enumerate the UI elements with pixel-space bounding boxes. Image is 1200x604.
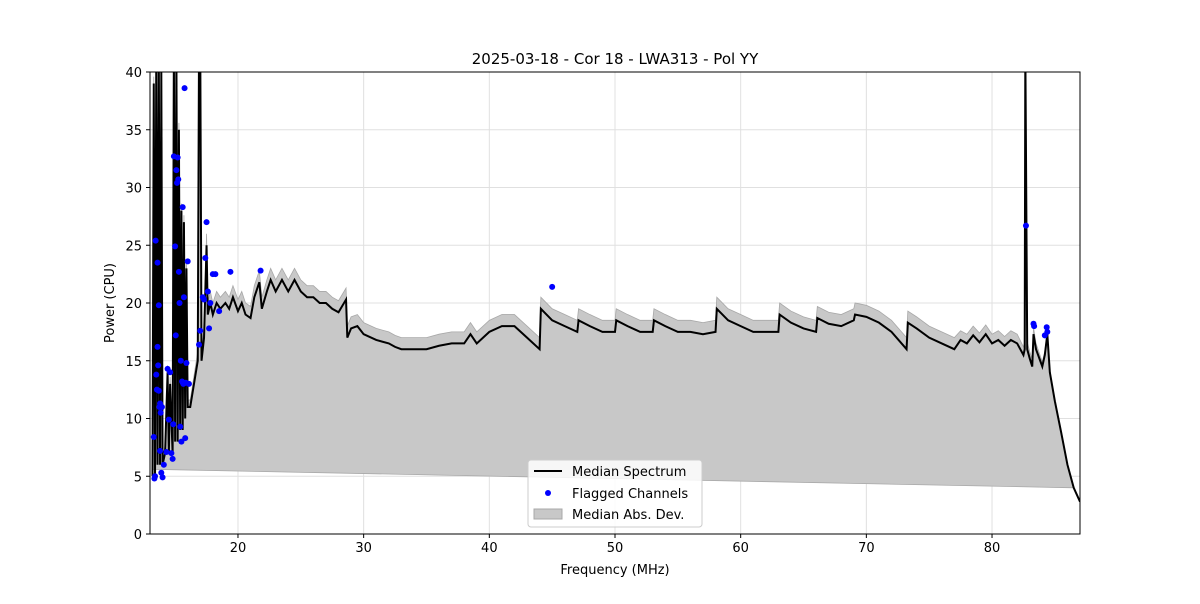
x-tick-label: 70 xyxy=(858,541,875,556)
flagged-point xyxy=(165,416,172,423)
flagged-point xyxy=(155,302,162,309)
y-axis-label: Power (CPU) xyxy=(103,263,118,343)
flagged-point xyxy=(163,448,170,455)
x-tick-label: 60 xyxy=(732,541,749,556)
flagged-point xyxy=(175,268,182,275)
flagged-points xyxy=(150,85,1051,482)
y-tick-label: 20 xyxy=(125,297,142,312)
flagged-point xyxy=(173,167,180,174)
flagged-point xyxy=(181,85,188,92)
flagged-point xyxy=(207,300,214,306)
legend-median: Median Spectrum xyxy=(572,465,686,480)
flagged-point xyxy=(1043,324,1050,331)
y-tick-label: 30 xyxy=(125,182,142,197)
flagged-point xyxy=(152,473,159,480)
flagged-point xyxy=(150,433,157,440)
y-tick-label: 15 xyxy=(125,355,142,370)
flagged-point xyxy=(172,332,179,339)
flagged-point xyxy=(183,360,190,367)
y-tick-label: 40 xyxy=(125,66,142,81)
flagged-point xyxy=(1044,328,1051,335)
x-tick-label: 40 xyxy=(481,541,498,556)
flagged-point xyxy=(159,474,166,481)
flagged-point xyxy=(152,237,159,244)
flagged-point xyxy=(257,267,264,274)
flagged-point xyxy=(197,327,204,334)
legend-dot-swatch xyxy=(545,490,551,496)
flagged-point xyxy=(185,380,192,387)
flagged-point xyxy=(155,387,162,394)
y-tick-label: 10 xyxy=(125,413,142,428)
flagged-point xyxy=(169,455,176,462)
legend-mad: Median Abs. Dev. xyxy=(572,508,684,523)
x-tick-label: 20 xyxy=(230,541,247,556)
flagged-point xyxy=(227,268,234,275)
flagged-point xyxy=(158,469,165,476)
axis-ticks: 20 30 40 50 60 70 80 0 5 10 15 20 25 30 35 40 xyxy=(125,66,1000,556)
flagged-point xyxy=(202,254,209,261)
flagged-point xyxy=(212,271,219,278)
flagged-point xyxy=(172,243,179,250)
flagged-point xyxy=(204,288,211,295)
y-tick-label: 5 xyxy=(134,470,142,485)
x-tick-label: 80 xyxy=(984,541,1001,556)
legend-box xyxy=(527,459,703,528)
flagged-point xyxy=(167,369,174,376)
flagged-point xyxy=(153,371,160,378)
flagged-point xyxy=(157,447,164,454)
flagged-point xyxy=(201,296,208,303)
chart-title: 2025-03-18 - Cor 18 - LWA313 - Pol YY xyxy=(472,50,759,68)
x-tick-label: 30 xyxy=(355,541,372,556)
flagged-point xyxy=(154,343,161,350)
flagged-point xyxy=(158,403,165,410)
flagged-point xyxy=(155,362,162,369)
flagged-point xyxy=(177,357,184,364)
flagged-point xyxy=(1031,323,1038,330)
y-tick-label: 35 xyxy=(125,124,142,139)
flagged-point xyxy=(184,258,191,265)
flagged-point xyxy=(177,423,184,430)
legend: Median Spectrum Flagged Channels Median … xyxy=(527,459,703,528)
flagged-point xyxy=(216,308,223,315)
flagged-point xyxy=(157,409,164,416)
flagged-point xyxy=(178,438,185,445)
mad-band xyxy=(152,72,1075,489)
flagged-point xyxy=(549,283,556,290)
flagged-point xyxy=(1022,222,1029,229)
flagged-point xyxy=(179,204,186,211)
flagged-point xyxy=(154,259,161,266)
flagged-point xyxy=(203,219,210,226)
x-tick-label: 50 xyxy=(607,541,624,556)
flagged-point xyxy=(174,154,181,161)
flagged-point xyxy=(206,325,213,332)
legend-flagged: Flagged Channels xyxy=(572,487,688,502)
x-axis-label: Frequency (MHz) xyxy=(560,563,669,578)
flagged-point xyxy=(170,421,177,428)
y-tick-label: 0 xyxy=(134,528,142,543)
flagged-point xyxy=(176,300,183,306)
flagged-point xyxy=(175,176,182,183)
flagged-point xyxy=(168,450,175,457)
y-tick-label: 25 xyxy=(125,239,142,254)
flagged-point xyxy=(160,461,167,468)
flagged-point xyxy=(196,341,203,348)
legend-band-swatch xyxy=(533,508,563,520)
flagged-point xyxy=(180,294,187,301)
flagged-point xyxy=(182,435,189,442)
median-spectrum-line xyxy=(151,72,1080,503)
